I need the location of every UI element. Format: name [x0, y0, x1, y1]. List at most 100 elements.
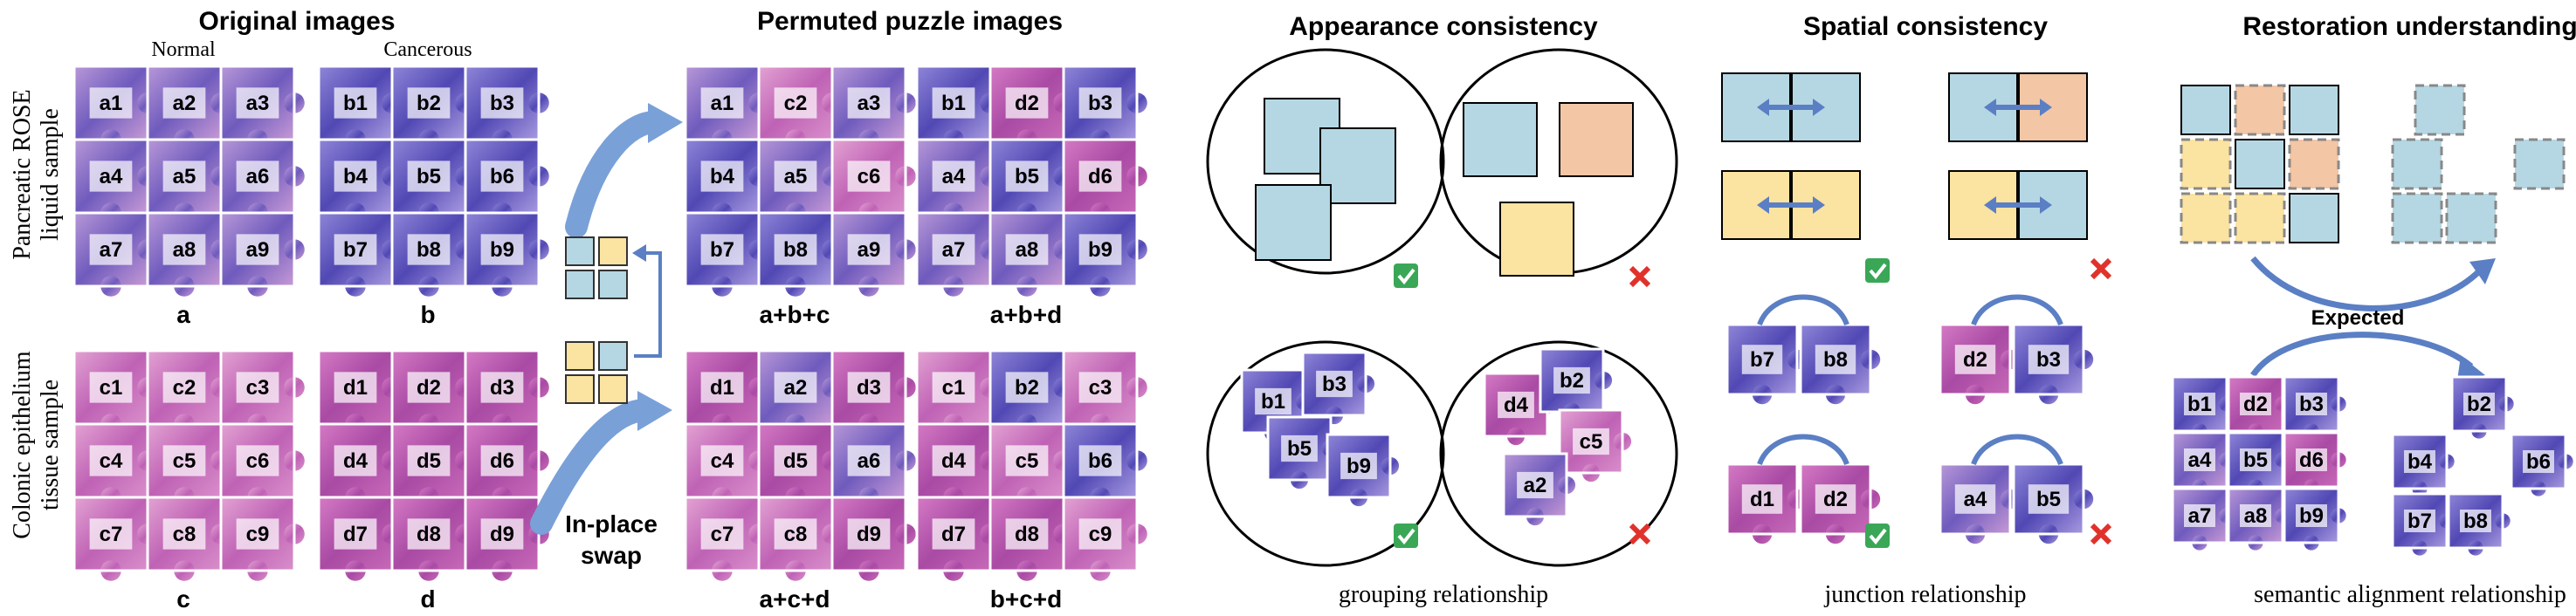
piece-label: d1 — [1750, 488, 1774, 511]
swap-tile — [598, 236, 628, 266]
caption-abc: a+b+c — [760, 301, 830, 328]
puzzle-piece: d7 — [317, 496, 403, 581]
puzzle-piece: b6 — [464, 138, 549, 223]
puzzle-piece: d6 — [1062, 138, 1147, 223]
piece-label: a7 — [942, 238, 966, 262]
puzzle-piece: b9 — [1326, 433, 1400, 507]
swap-tile — [565, 341, 595, 371]
piece-label: a5 — [173, 165, 196, 188]
label-expected: Expected — [2311, 306, 2405, 330]
puzzle-piece: b1 — [317, 65, 403, 150]
piece-label: d6 — [1088, 165, 1112, 188]
piece-label: c4 — [100, 449, 123, 473]
piece-label: b8 — [417, 238, 441, 262]
appearance-pieces-good: b1 b3 b5 b9 — [1240, 351, 1400, 507]
piece-label: a6 — [246, 165, 270, 188]
puzzle-piece: c5 — [1558, 408, 1632, 483]
curved-arrow-icon — [1971, 294, 2063, 326]
cross-icon — [1629, 265, 1651, 288]
puzzle-piece: b4 — [2391, 433, 2455, 496]
swap-illustration: In-place swap — [530, 103, 683, 569]
swap-arrow-up-lower — [530, 399, 658, 535]
puzzle-piece: d8 — [390, 496, 476, 581]
piece-label: c5 — [1580, 430, 1603, 454]
piece-label: c4 — [711, 449, 734, 473]
piece-label: b6 — [2526, 450, 2551, 474]
piece-label: b6 — [1088, 449, 1112, 473]
piece-label: a8 — [1016, 238, 1039, 262]
puzzle-piece: a9 — [830, 211, 916, 297]
header-spatial: Spatial consistency — [1803, 12, 2048, 41]
check-icon — [1865, 524, 1890, 548]
spatial-panel: b7 b8 d2 b3 d1 d2 a4 b5 junction relationshi… — [1721, 72, 2112, 608]
puzzle-piece: b2 — [988, 349, 1074, 435]
piece-label: a4 — [942, 165, 966, 188]
piece-label: a5 — [784, 165, 808, 188]
restoration-full-grid: b1 d2 b3 a4 b5 d6 a7 a8 b9 — [2171, 375, 2346, 551]
swap-connector — [634, 251, 662, 358]
swap-tile — [598, 374, 628, 404]
puzzle-piece: b3 — [1301, 351, 1375, 425]
subheader-normal: Normal — [151, 38, 216, 61]
piece-label: b7 — [2407, 510, 2432, 533]
puzzle-piece: b4 — [317, 138, 403, 223]
puzzle-piece: c7 — [72, 496, 158, 581]
piece-label: d6 — [490, 449, 514, 473]
puzzle-piece: d6 — [464, 422, 549, 508]
piece-label: b5 — [417, 165, 441, 188]
puzzle-piece: b9 — [464, 211, 549, 297]
puzzle-piece: c6 — [830, 138, 916, 223]
puzzle-piece: b8 — [2447, 492, 2511, 556]
piece-label: c7 — [711, 523, 734, 546]
puzzle-piece: b8 — [757, 211, 843, 297]
label-junction: junction relationship — [1824, 581, 2027, 608]
puzzle-piece: a3 — [830, 65, 916, 150]
puzzle-piece: c9 — [219, 496, 305, 581]
piece-label: d8 — [1015, 523, 1039, 546]
piece-label: b7 — [710, 238, 734, 262]
puzzle-grid-abd: b1 d2 b3 a4 b5 d6 a7 a8 b9 — [915, 65, 1147, 297]
piece-label: a7 — [2188, 504, 2212, 528]
puzzle-piece: a3 — [219, 65, 305, 150]
swap-tile — [598, 270, 628, 299]
svg-text:tissue sample: tissue sample — [37, 380, 64, 510]
piece-label: a3 — [858, 92, 881, 115]
piece-label: c6 — [858, 165, 881, 188]
puzzle-piece: b3 — [464, 65, 549, 150]
piece-label: d2 — [1015, 92, 1039, 115]
puzzle-piece: d6 — [2283, 431, 2346, 495]
puzzle-piece: b1 — [2171, 375, 2235, 439]
piece-label: d9 — [490, 523, 514, 546]
puzzle-piece: c2 — [146, 349, 231, 435]
puzzle-piece: c9 — [1062, 496, 1147, 581]
puzzle-piece: a8 — [2227, 487, 2290, 551]
puzzle-piece: c7 — [684, 496, 769, 581]
piece-label: b4 — [2407, 450, 2433, 474]
piece-label: d2 — [1963, 348, 1987, 372]
piece-label: b9 — [1088, 238, 1112, 262]
puzzle-piece: d8 — [988, 496, 1074, 581]
arrow-head-icon — [2469, 258, 2496, 284]
puzzle-piece: a6 — [219, 138, 305, 223]
swap-tile — [565, 236, 595, 266]
puzzle-piece: c1 — [915, 349, 1001, 435]
piece-label: b5 — [1015, 165, 1039, 188]
piece-label: b1 — [941, 92, 966, 115]
piece-label: b3 — [1322, 373, 1347, 396]
piece-label: b2 — [1560, 369, 1584, 393]
puzzle-piece: b8 — [390, 211, 476, 297]
puzzle-piece: d2 — [390, 349, 476, 435]
puzzle-piece: d2 — [1939, 323, 2021, 405]
piece-label: a1 — [711, 92, 734, 115]
puzzle-piece: c2 — [757, 65, 843, 150]
piece-label: b4 — [710, 165, 735, 188]
arrow-head-icon — [632, 244, 646, 262]
piece-label: b4 — [343, 165, 368, 188]
piece-label: a2 — [784, 376, 808, 400]
puzzle-piece: b7 — [2391, 492, 2455, 556]
header-appearance: Appearance consistency — [1289, 12, 1598, 41]
header-permuted: Permuted puzzle images — [757, 7, 1063, 36]
piece-label: d5 — [783, 449, 808, 473]
svg-text:Colonic epithelium: Colonic epithelium — [9, 351, 36, 539]
